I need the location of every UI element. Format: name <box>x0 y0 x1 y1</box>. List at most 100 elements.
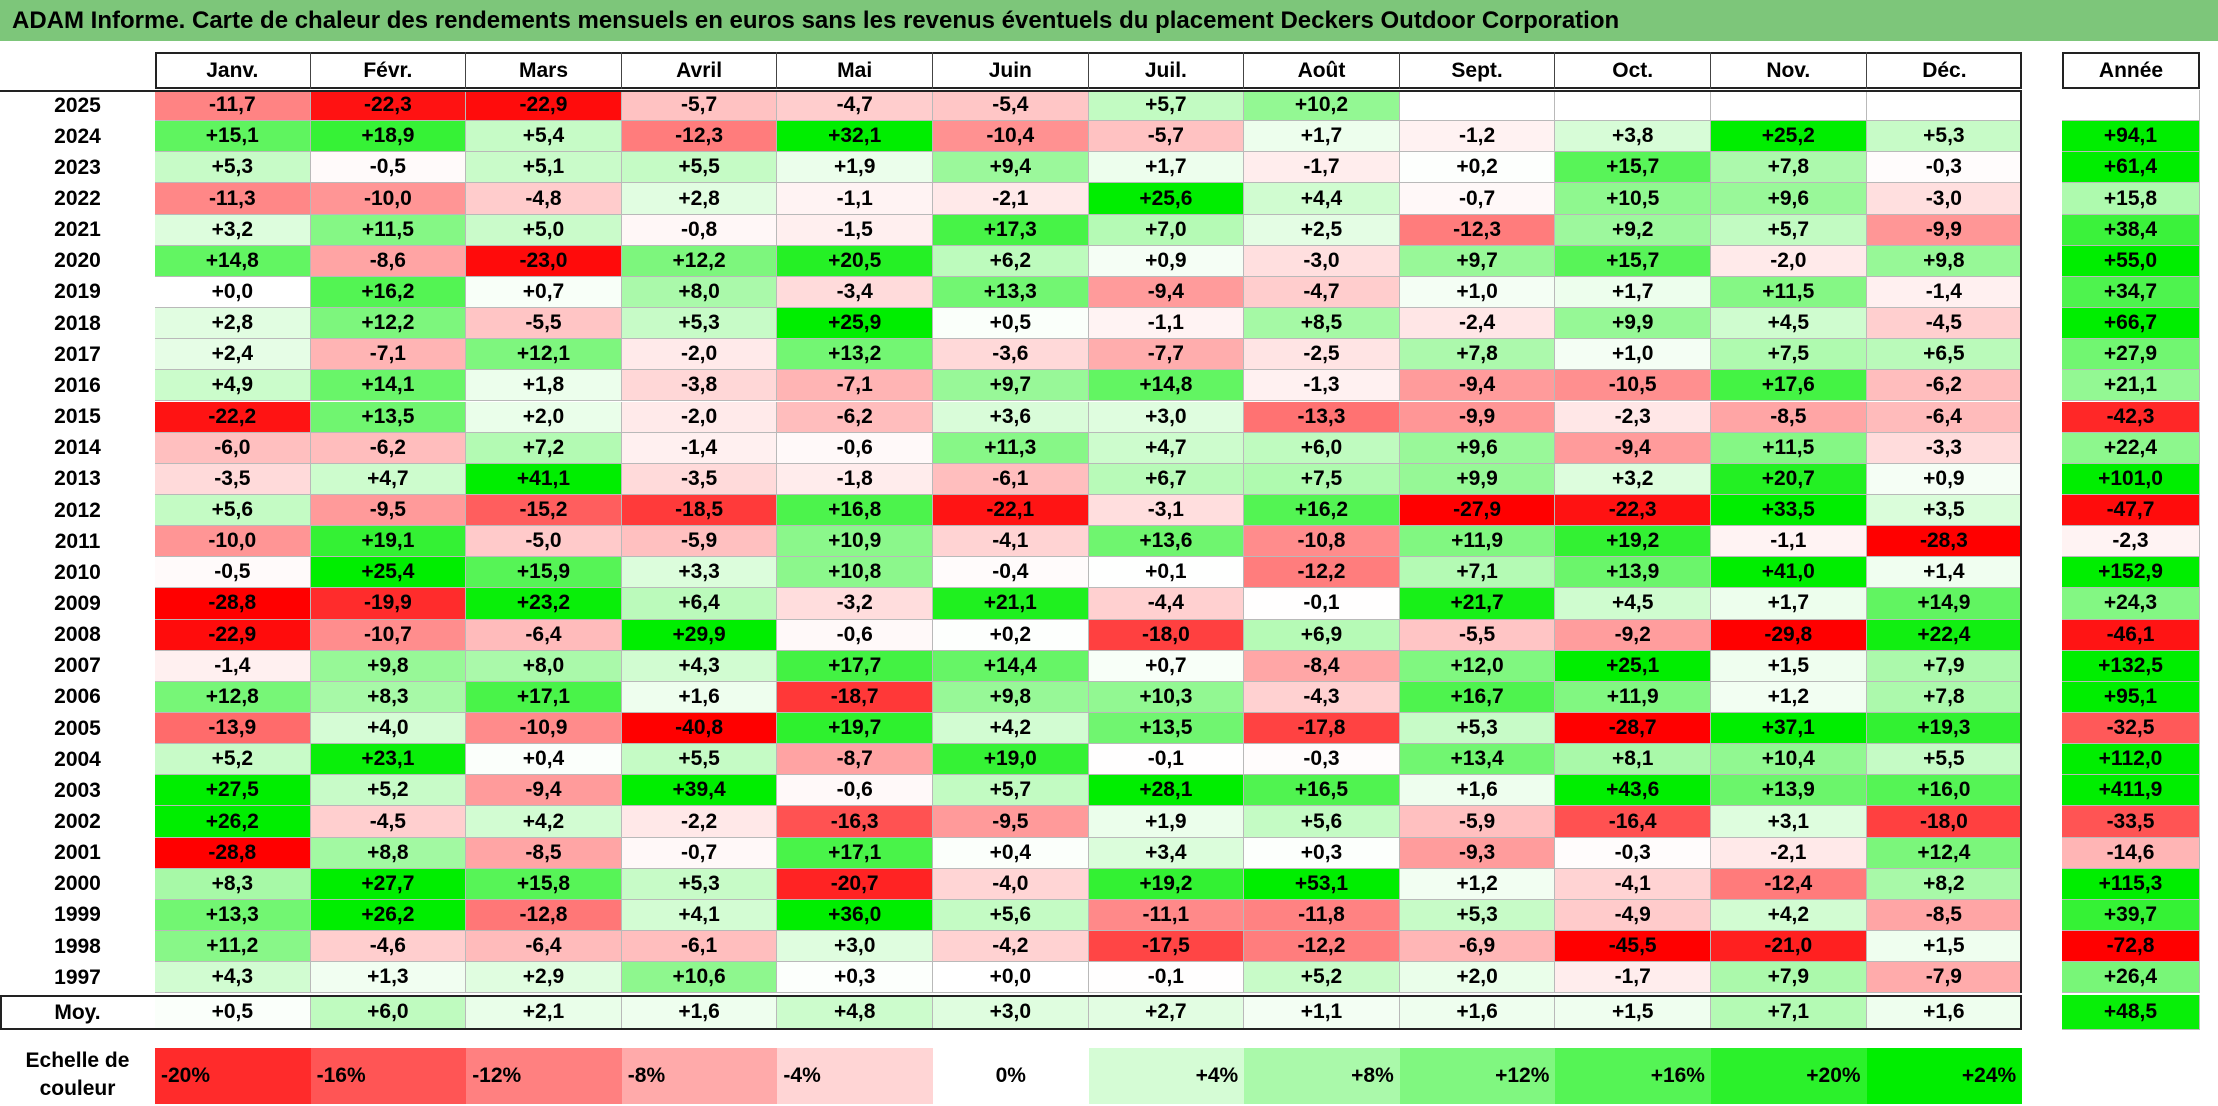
heatmap-cell: +41,0 <box>1711 557 1867 589</box>
heatmap-cell: +4,4 <box>1244 183 1400 215</box>
heatmap-cell: +36,0 <box>777 899 933 932</box>
heatmap-cell: -10,5 <box>1555 370 1711 402</box>
heatmap-cell: +0,3 <box>777 962 933 994</box>
heatmap-cell: -4,5 <box>1866 308 2023 340</box>
heatmap-cell: +9,9 <box>1555 308 1711 340</box>
year-label: 2017 <box>54 342 101 366</box>
heatmap-cell: -28,7 <box>1555 713 1711 745</box>
heatmap-cell: +39,4 <box>621 775 778 807</box>
heatmap-cell: +9,4 <box>933 152 1089 184</box>
heatmap-cell: -6,4 <box>1866 401 2023 433</box>
average-cell: +1,6 <box>621 995 778 1030</box>
heatmap-cell: -2,0 <box>621 339 778 371</box>
heatmap-cell: -18,5 <box>621 494 778 527</box>
heatmap-cell: +12,8 <box>155 681 311 713</box>
heatmap-cell: +6,0 <box>1244 432 1400 464</box>
heatmap-cell: -20,7 <box>777 868 933 900</box>
heatmap-cell: +9,6 <box>1399 432 1556 464</box>
year-label: 2013 <box>54 467 101 491</box>
heatmap-cell: -0,4 <box>933 557 1089 589</box>
heatmap-cell: +11,9 <box>1555 681 1711 713</box>
year-label: 2006 <box>54 685 101 709</box>
heatmap-cell: +8,8 <box>310 837 467 869</box>
heatmap-cell: -8,4 <box>1244 650 1400 682</box>
heatmap-cell: -4,8 <box>466 183 622 215</box>
heatmap-cell: -6,2 <box>310 432 467 464</box>
year-label: 2020 <box>54 249 101 273</box>
color-scale-step: -4% <box>777 1048 933 1104</box>
heatmap-cell: +10,3 <box>1088 681 1245 713</box>
month-header: Sept. <box>1400 52 1556 89</box>
heatmap-cell: +7,9 <box>1711 962 1867 994</box>
annual-cell: -46,1 <box>2062 619 2200 651</box>
heatmap-cell: -1,4 <box>621 432 778 464</box>
heatmap-cell: -7,9 <box>1866 962 2023 994</box>
heatmap-cell: -6,4 <box>466 619 622 651</box>
heatmap-cell: +9,7 <box>933 370 1089 402</box>
heatmap-cell: +7,2 <box>466 432 622 464</box>
annual-cell: +15,8 <box>2062 183 2200 215</box>
annual-cell: -33,5 <box>2062 806 2200 838</box>
heatmap-cell: -1,3 <box>1244 370 1400 402</box>
heatmap-cell: -9,2 <box>1555 619 1711 651</box>
heatmap-cell: -22,2 <box>155 401 311 433</box>
year-label: 2000 <box>54 872 101 896</box>
heatmap-cell: +9,8 <box>933 681 1089 713</box>
heatmap-cell: -22,9 <box>155 619 311 651</box>
heatmap-cell: +11,9 <box>1399 526 1556 558</box>
heatmap-cell: +17,6 <box>1711 370 1867 402</box>
heatmap-cell: +1,7 <box>1088 152 1245 184</box>
heatmap-cell: +10,9 <box>777 526 933 558</box>
heatmap-cell: +13,4 <box>1399 744 1556 776</box>
heatmap-cell: -11,8 <box>1244 899 1400 932</box>
heatmap-cell: +17,1 <box>777 837 933 869</box>
heatmap-cell: +16,8 <box>777 494 933 527</box>
year-label: 1997 <box>54 965 101 989</box>
heatmap-cell: -9,4 <box>466 775 622 807</box>
heatmap-cell: +0,3 <box>1244 837 1400 869</box>
heatmap-cell: +4,3 <box>621 650 778 682</box>
annual-cell: +34,7 <box>2062 276 2200 309</box>
heatmap-cell: +3,8 <box>1555 121 1711 153</box>
heatmap-cell: -18,7 <box>777 681 933 713</box>
heatmap-cell: -6,9 <box>1399 931 1556 963</box>
heatmap-cell: -4,1 <box>1555 868 1711 900</box>
heatmap-cell: -1,1 <box>777 183 933 215</box>
heatmap-cell: +1,8 <box>466 370 622 402</box>
heatmap-cell: -0,7 <box>621 837 778 869</box>
heatmap-cell: +1,0 <box>1555 339 1711 371</box>
heatmap-cell: -5,9 <box>621 526 778 558</box>
heatmap-cell: +20,7 <box>1711 463 1867 495</box>
year-label: 2025 <box>54 93 101 117</box>
heatmap-cell: +0,7 <box>466 276 622 309</box>
heatmap-cell: +5,0 <box>466 214 622 246</box>
heatmap-cell: +12,2 <box>621 245 778 277</box>
heatmap-cell: -45,5 <box>1555 931 1711 963</box>
heatmap-cell: +3,2 <box>155 214 311 246</box>
year-label: 2009 <box>54 591 101 615</box>
color-scale-step: +20% <box>1711 1048 1867 1104</box>
heatmap-cell: +3,5 <box>1866 494 2023 527</box>
heatmap-cell: +1,6 <box>1399 775 1556 807</box>
color-scale-step: -12% <box>466 1048 622 1104</box>
annual-cell: +152,9 <box>2062 557 2200 589</box>
heatmap-cell: -1,7 <box>1555 962 1711 994</box>
heatmap-cell: +9,8 <box>1866 245 2023 277</box>
heatmap-cell: -12,2 <box>1244 931 1400 963</box>
heatmap-cell: +19,0 <box>933 744 1089 776</box>
heatmap-cell: +14,4 <box>933 650 1089 682</box>
heatmap-cell: -3,3 <box>1866 432 2023 464</box>
heatmap-cell: -0,1 <box>1088 744 1245 776</box>
heatmap-cell: +5,2 <box>1244 962 1400 994</box>
heatmap-cell: -12,2 <box>1244 557 1400 589</box>
heatmap-cell: +13,9 <box>1711 775 1867 807</box>
heatmap-cell: +0,4 <box>933 837 1089 869</box>
heatmap-cell: +7,5 <box>1711 339 1867 371</box>
heatmap-cell: -10,7 <box>310 619 467 651</box>
heatmap-cell: +17,1 <box>466 681 622 713</box>
heatmap-cell: -13,3 <box>1244 401 1400 433</box>
average-annual-cell: +48,5 <box>2062 995 2200 1030</box>
year-label: 2014 <box>54 436 101 460</box>
heatmap-cell: +4,7 <box>310 463 467 495</box>
